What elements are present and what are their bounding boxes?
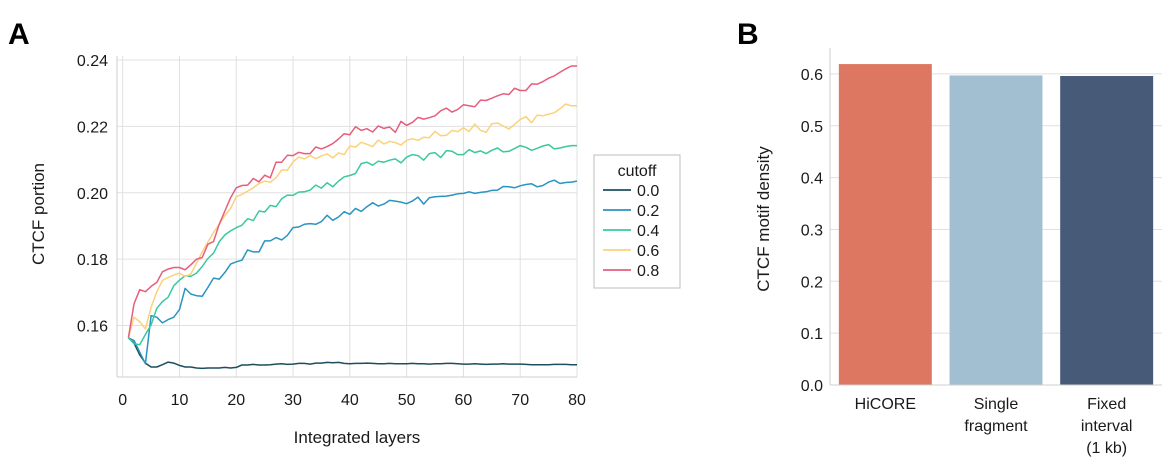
panel-a-axes	[116, 56, 577, 378]
legend-items: 0.0 0.2 0.4 0.6 0.8	[603, 183, 659, 280]
series-line-0.0	[127, 337, 577, 370]
x-tick-label: Single	[974, 396, 1019, 413]
y-tick-label: 0.2	[801, 274, 823, 291]
legend-label-0.0: 0.0	[637, 183, 659, 200]
panel-b-bar-chart: B 0.0 0.1 0.2 0.3 0.4 0.5 0.6 HiCORE Single frag…	[737, 18, 1162, 457]
y-tick-label: 0.0	[801, 378, 823, 395]
y-tick-label: 0.16	[77, 319, 108, 336]
y-tick-label: 0.6	[801, 67, 823, 84]
series-line-0.8	[127, 65, 577, 338]
panel-a-y-axis-label: CTCF portion	[29, 163, 48, 265]
x-tick-label: Fixed	[1087, 396, 1126, 413]
panel-a-x-axis-label: Integrated layers	[294, 428, 421, 447]
panel-a-x-ticks: 0 10 20 30 40 50 60 70 80	[118, 392, 586, 409]
y-tick-label: 0.22	[77, 119, 108, 136]
x-tick-label: 80	[568, 392, 586, 409]
y-tick-label: 0.20	[77, 186, 108, 203]
series-line-0.2	[128, 179, 578, 365]
x-tick-label: 70	[511, 392, 529, 409]
x-tick-label: 30	[284, 392, 302, 409]
y-tick-label: 0.4	[801, 171, 823, 188]
bar-0	[838, 64, 932, 385]
panel-b-label: B	[737, 18, 759, 51]
legend-frame	[593, 154, 681, 289]
x-tick-label: fragment	[964, 418, 1028, 435]
panel-b-y-ticks: 0.0 0.1 0.2 0.3 0.4 0.5 0.6	[801, 67, 823, 395]
y-tick-label: 0.3	[801, 222, 823, 239]
y-tick-label: 0.1	[801, 326, 823, 343]
series-line-0.4	[127, 143, 577, 346]
legend-label-0.8: 0.8	[637, 263, 659, 280]
panel-a-series-lines	[127, 65, 578, 370]
panel-a-legend: cutoff 0.0 0.2 0.4 0.6 0.8	[593, 154, 681, 289]
panel-a-line-chart: A 0 10 20 30 40 50 60 70 80 0.16 0.18 0.20 0.22 0.24…	[8, 18, 681, 447]
panel-a-label: A	[8, 18, 30, 51]
x-tick-label: 10	[171, 392, 189, 409]
legend-label-0.2: 0.2	[637, 203, 659, 220]
panel-a-grid	[117, 56, 578, 377]
x-tick-label: 40	[341, 392, 359, 409]
bar-2	[1060, 75, 1154, 386]
legend-title: cutoff	[618, 163, 657, 180]
y-tick-label: 0.18	[77, 252, 108, 269]
panel-b-y-axis-label: CTCF motif density	[754, 146, 773, 292]
x-tick-label: (1 kb)	[1086, 440, 1127, 457]
x-tick-label: 50	[398, 392, 416, 409]
y-tick-label: 0.24	[77, 53, 108, 70]
legend-label-0.4: 0.4	[637, 223, 659, 240]
panel-b-axes	[829, 48, 1162, 386]
legend-label-0.6: 0.6	[637, 243, 659, 260]
panel-b-x-ticks: HiCORE Single fragment Fixed interval (1 kb)	[855, 396, 1133, 457]
y-tick-label: 0.5	[801, 119, 823, 136]
x-tick-label: HiCORE	[855, 396, 916, 413]
series-line-0.6	[127, 103, 577, 338]
x-tick-label: 60	[455, 392, 473, 409]
panel-a-y-ticks: 0.16 0.18 0.20 0.22 0.24	[77, 53, 108, 336]
x-tick-label: 0	[118, 392, 127, 409]
bar-1	[949, 75, 1043, 386]
panel-b-bars	[838, 64, 1154, 386]
x-tick-label: interval	[1081, 418, 1133, 435]
x-tick-label: 20	[227, 392, 245, 409]
